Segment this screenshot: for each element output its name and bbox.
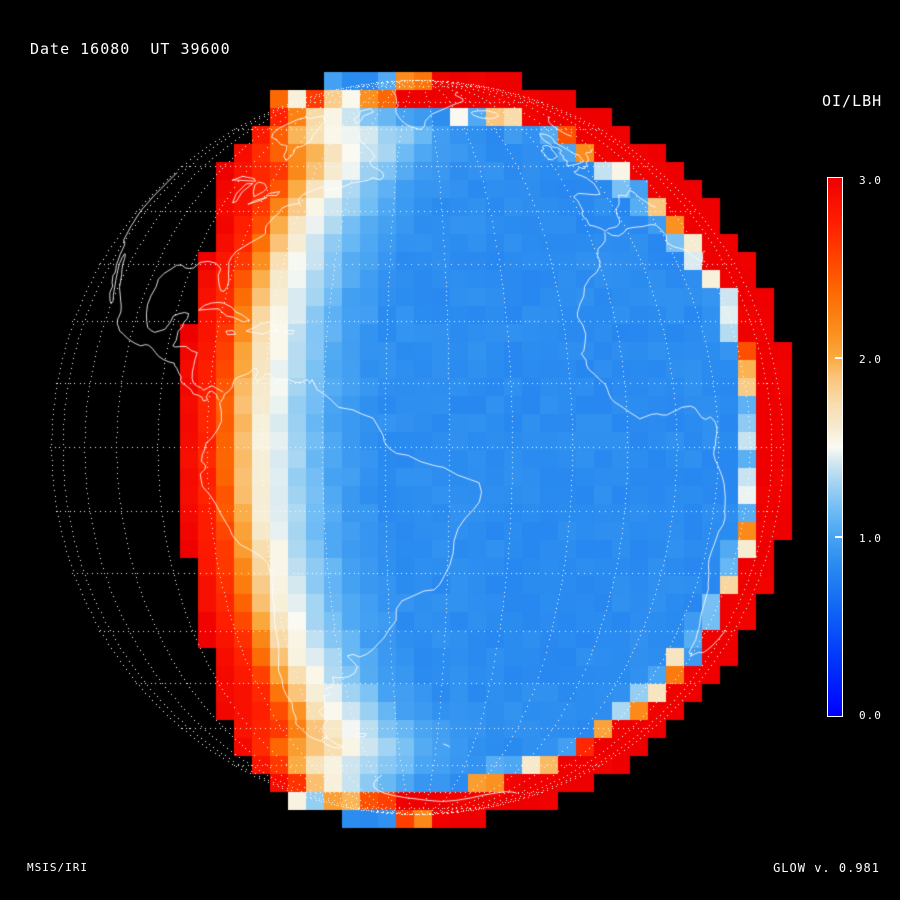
colorbar xyxy=(827,177,843,717)
colorbar-label-0: 0.0 xyxy=(859,709,882,722)
model-label: MSIS/IRI xyxy=(27,861,88,874)
date-ut-label: Date 16080 UT 39600 xyxy=(30,40,231,58)
colorbar-title: OI/LBH xyxy=(822,92,883,110)
colorbar-label-1: 1.0 xyxy=(859,532,882,545)
colorbar-label-2: 2.0 xyxy=(859,353,882,366)
colorbar-tick-2 xyxy=(835,357,843,359)
colorbar-gradient xyxy=(828,178,842,716)
version-label: GLOW v. 0.981 xyxy=(773,861,880,875)
colorbar-label-3: 3.0 xyxy=(859,174,882,187)
colorbar-tick-1 xyxy=(835,536,843,538)
